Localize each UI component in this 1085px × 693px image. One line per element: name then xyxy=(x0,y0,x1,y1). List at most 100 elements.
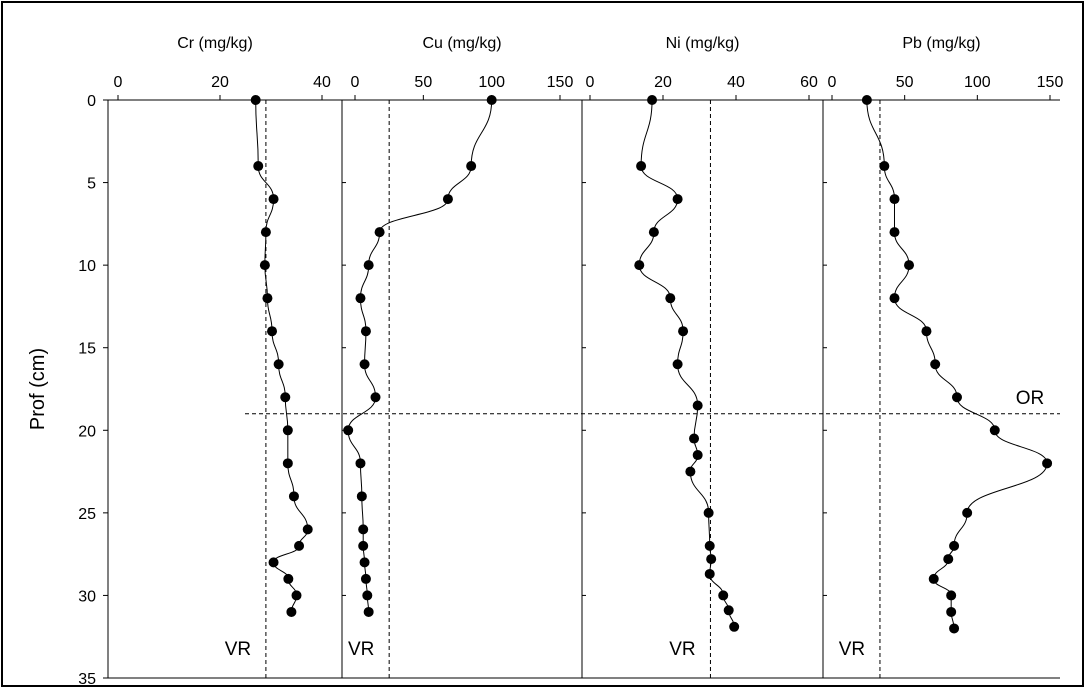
data-point xyxy=(262,293,273,304)
data-point xyxy=(647,95,658,105)
data-point xyxy=(889,293,900,304)
data-point xyxy=(442,194,453,205)
data-point xyxy=(259,260,270,271)
y-tick-label: 25 xyxy=(78,506,96,523)
data-point xyxy=(692,450,703,461)
data-point xyxy=(362,590,373,601)
y-tick-label: 30 xyxy=(78,588,96,605)
data-point xyxy=(648,227,659,238)
data-point xyxy=(358,524,369,535)
panel-title: Ni (mg/kg) xyxy=(666,35,740,52)
data-point xyxy=(363,260,374,271)
y-tick-label: 35 xyxy=(78,671,96,688)
data-point xyxy=(962,507,973,518)
data-point xyxy=(949,540,960,551)
data-point xyxy=(951,392,962,403)
data-point xyxy=(723,605,734,616)
data-point xyxy=(267,326,278,337)
data-point xyxy=(634,260,645,271)
data-point xyxy=(692,400,703,411)
data-point xyxy=(636,161,647,172)
data-point xyxy=(861,95,872,105)
or-reference-label: OR xyxy=(1016,388,1045,409)
x-tick-label: 100 xyxy=(478,74,505,91)
data-point xyxy=(282,425,293,436)
x-tick-label: 50 xyxy=(896,74,914,91)
data-point xyxy=(989,425,1000,436)
data-point xyxy=(280,392,291,403)
data-point xyxy=(718,590,729,601)
data-point xyxy=(921,326,932,337)
data-point xyxy=(282,458,293,469)
data-point xyxy=(250,95,261,105)
data-point xyxy=(904,260,915,271)
data-point xyxy=(943,554,954,565)
data-point xyxy=(1042,458,1053,469)
data-point xyxy=(889,194,900,205)
data-point xyxy=(286,606,297,617)
vr-reference-label: VR xyxy=(839,639,865,660)
y-tick-label: 10 xyxy=(78,258,96,275)
data-point xyxy=(356,491,367,502)
vr-reference-label: VR xyxy=(348,639,374,660)
x-tick-label: 150 xyxy=(547,74,574,91)
data-point xyxy=(678,326,689,337)
y-axis-label: Prof (cm) xyxy=(27,348,49,430)
panel-title: Cr (mg/kg) xyxy=(177,35,253,52)
data-point xyxy=(706,554,717,565)
y-tick-label: 20 xyxy=(78,423,96,440)
x-tick-label: 40 xyxy=(727,74,745,91)
x-tick-label: 40 xyxy=(313,74,331,91)
x-tick-label: 0 xyxy=(114,74,123,91)
x-tick-label: 0 xyxy=(828,74,837,91)
panel-title: Cu (mg/kg) xyxy=(422,35,501,52)
data-point xyxy=(946,590,957,601)
vr-reference-label: VR xyxy=(669,639,695,660)
x-tick-label: 60 xyxy=(800,74,818,91)
x-tick-label: 0 xyxy=(351,74,360,91)
data-point xyxy=(253,161,264,172)
x-tick-label: 50 xyxy=(414,74,432,91)
y-tick-label: 5 xyxy=(87,176,96,193)
data-point xyxy=(685,466,696,477)
data-point xyxy=(704,568,715,579)
y-tick-label: 15 xyxy=(78,341,96,358)
panel-title: Pb (mg/kg) xyxy=(902,35,980,52)
data-point xyxy=(294,540,305,551)
data-point xyxy=(689,433,700,444)
data-point xyxy=(260,227,271,238)
data-point xyxy=(928,573,939,584)
vr-reference-label: VR xyxy=(225,639,251,660)
data-point xyxy=(355,293,366,304)
x-tick-label: 20 xyxy=(211,74,229,91)
data-point xyxy=(466,161,477,172)
y-tick-label: 0 xyxy=(87,93,96,110)
data-point xyxy=(283,573,294,584)
data-point xyxy=(889,227,900,238)
data-point xyxy=(355,458,366,469)
data-point xyxy=(703,507,714,518)
data-point xyxy=(302,524,313,535)
data-point xyxy=(949,623,960,634)
x-tick-label: 150 xyxy=(1037,74,1064,91)
data-point xyxy=(374,227,385,238)
data-point xyxy=(672,359,683,370)
data-point xyxy=(268,194,279,205)
data-point xyxy=(486,95,497,105)
data-point xyxy=(268,557,279,568)
x-tick-label: 0 xyxy=(586,74,595,91)
data-point xyxy=(729,621,740,632)
data-point xyxy=(370,392,381,403)
data-point xyxy=(930,359,941,370)
data-point xyxy=(358,540,369,551)
data-point xyxy=(360,326,371,337)
data-point xyxy=(946,606,957,617)
x-tick-label: 100 xyxy=(964,74,991,91)
data-point xyxy=(665,293,676,304)
data-point xyxy=(273,359,284,370)
data-point xyxy=(359,359,370,370)
data-point xyxy=(704,540,715,551)
